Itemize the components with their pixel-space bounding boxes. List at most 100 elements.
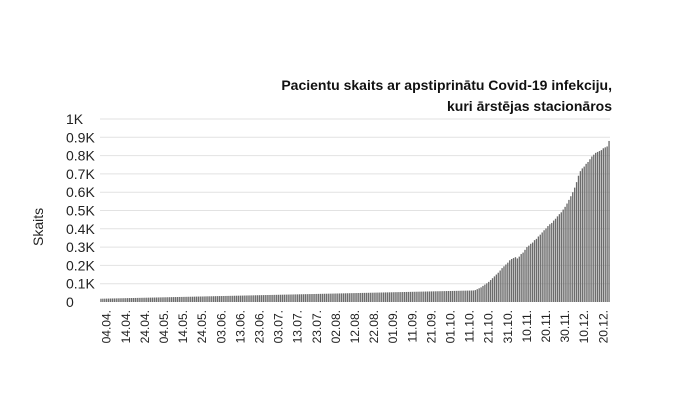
x-tick-label: 10.11.: [520, 310, 534, 342]
bar: [331, 293, 333, 302]
bar: [325, 293, 328, 302]
bar: [547, 226, 549, 302]
bar: [100, 298, 102, 302]
bar: [270, 294, 272, 302]
x-tick-label: 04.04.: [100, 310, 114, 343]
bar: [369, 292, 371, 302]
bar: [159, 297, 161, 302]
bar: [149, 297, 152, 302]
bar: [463, 290, 465, 302]
x-tick-label: 20.11.: [539, 310, 553, 342]
bar: [507, 262, 509, 302]
bar: [415, 291, 417, 302]
bar: [361, 292, 364, 302]
bar: [314, 293, 316, 302]
bar: [531, 242, 534, 302]
bar: [423, 291, 425, 302]
bar: [340, 293, 343, 302]
bar: [459, 290, 461, 302]
bar: [400, 292, 402, 302]
bar: [310, 294, 312, 302]
bar: [346, 293, 349, 302]
bar: [233, 295, 236, 302]
bar: [480, 287, 482, 302]
bar: [440, 291, 442, 302]
x-tick-label: 14.04.: [119, 310, 133, 343]
x-tick-label: 24.05.: [195, 310, 209, 343]
bar: [125, 298, 127, 302]
bar: [444, 291, 446, 302]
bar: [291, 294, 293, 302]
bar: [411, 291, 413, 302]
bar: [342, 293, 345, 302]
bar: [381, 292, 383, 302]
gridlines: [100, 118, 610, 285]
bar: [390, 292, 392, 302]
bar: [602, 148, 604, 302]
bar: [570, 196, 572, 302]
bar: [409, 291, 412, 302]
bar: [514, 257, 517, 302]
bar: [140, 297, 142, 302]
x-tick-label: 01.10.: [444, 310, 458, 343]
bar: [468, 290, 471, 302]
bar: [434, 291, 436, 302]
bar: [417, 291, 419, 302]
bar: [442, 291, 444, 302]
bar: [566, 203, 568, 302]
bar: [396, 292, 398, 302]
bar: [482, 285, 484, 302]
bar: [573, 187, 576, 303]
bar: [382, 292, 385, 302]
bar: [472, 290, 475, 302]
bar: [249, 295, 251, 302]
x-tick-label: 13.06.: [233, 310, 247, 343]
bar: [180, 296, 182, 302]
bar: [333, 293, 335, 302]
x-tick-label: 20.12.: [596, 310, 610, 343]
bar: [329, 293, 331, 302]
bar: [446, 291, 448, 302]
bar: [604, 147, 606, 302]
bar: [146, 297, 148, 302]
x-tick-label: 23.06.: [252, 310, 266, 343]
bar: [358, 293, 360, 302]
bar: [447, 291, 450, 302]
x-tick-label: 21.09.: [424, 310, 438, 343]
bar: [190, 296, 192, 302]
bar: [211, 296, 213, 302]
bar: [339, 293, 341, 302]
bar: [432, 291, 434, 302]
bar: [493, 276, 496, 302]
bar: [453, 290, 455, 302]
bar: [495, 274, 498, 302]
bar: [581, 168, 583, 302]
bar: [279, 294, 282, 302]
bar: [403, 291, 406, 302]
bar: [306, 294, 308, 302]
bar: [398, 292, 400, 302]
bar: [488, 281, 490, 302]
x-tick-label: 31.10.: [501, 310, 515, 343]
bar: [304, 294, 307, 302]
bar: [562, 209, 564, 302]
bar: [113, 298, 115, 302]
bar: [595, 152, 597, 302]
bar: [203, 296, 205, 302]
bar: [295, 294, 297, 302]
bar: [106, 298, 108, 302]
bar: [392, 292, 394, 302]
bar: [212, 296, 215, 302]
bar: [321, 293, 324, 302]
bars: [100, 140, 610, 303]
bar: [132, 297, 135, 302]
bar: [174, 297, 177, 302]
bar: [541, 232, 543, 302]
y-tick-label: 0.2K: [66, 257, 95, 273]
bar: [467, 290, 469, 302]
bar: [214, 296, 217, 302]
bar: [172, 297, 175, 302]
bar: [551, 222, 553, 302]
bar: [377, 292, 379, 302]
y-tick-label: 0.5K: [66, 203, 95, 219]
